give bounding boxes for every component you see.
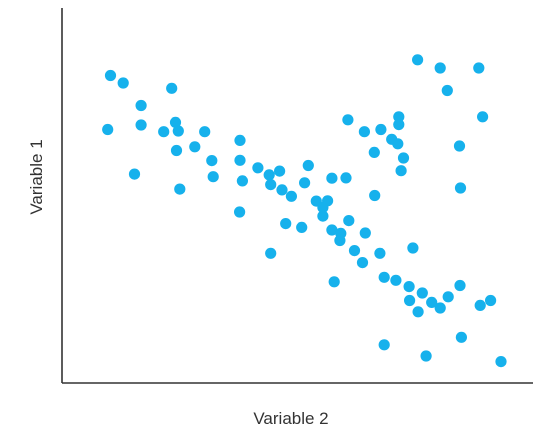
data-point-69 — [403, 281, 415, 293]
data-point-64 — [477, 111, 489, 123]
data-point-12 — [199, 126, 211, 138]
data-point-81 — [474, 299, 486, 311]
data-point-58 — [407, 242, 419, 254]
data-point-66 — [454, 182, 467, 194]
data-point-15 — [174, 183, 186, 195]
data-point-43 — [265, 247, 277, 259]
data-point-28 — [234, 206, 246, 218]
data-point-52 — [393, 119, 405, 131]
data-point-36 — [296, 221, 308, 233]
data-point-40 — [334, 234, 346, 247]
data-point-4 — [102, 123, 114, 136]
axes — [61, 8, 533, 384]
data-point-39 — [348, 245, 361, 257]
data-point-21 — [263, 169, 275, 181]
data-point-37 — [326, 224, 338, 236]
data-point-2 — [117, 77, 129, 89]
data-point-23 — [276, 184, 288, 196]
data-point-1 — [104, 69, 117, 82]
data-point-79 — [455, 331, 467, 343]
data-point-65 — [453, 140, 466, 152]
data-point-55 — [395, 165, 407, 177]
data-point-80 — [495, 356, 507, 368]
data-point-18 — [234, 154, 246, 166]
data-point-48 — [358, 126, 370, 138]
data-point-8 — [169, 116, 182, 128]
data-point-7 — [166, 82, 178, 94]
data-point-35 — [280, 218, 292, 230]
x-axis-label: Variable 2 — [253, 409, 328, 428]
data-point-10 — [170, 144, 183, 157]
data-point-76 — [434, 302, 446, 314]
data-point-78 — [420, 350, 432, 362]
data-point-32 — [340, 172, 352, 184]
data-point-27 — [265, 179, 277, 191]
data-point-53 — [392, 138, 404, 150]
data-point-63 — [473, 62, 485, 74]
data-point-25 — [299, 177, 311, 189]
data-point-6 — [158, 126, 170, 138]
data-point-41 — [343, 215, 355, 227]
data-point-46 — [374, 247, 386, 259]
data-point-42 — [359, 227, 371, 239]
data-point-44 — [328, 276, 340, 288]
data-point-31 — [326, 172, 338, 184]
data-point-70 — [416, 287, 428, 299]
data-point-26 — [302, 159, 314, 172]
data-point-56 — [369, 189, 381, 202]
data-point-61 — [434, 62, 446, 74]
data-point-11 — [189, 141, 201, 153]
data-point-24 — [285, 190, 297, 202]
data-point-17 — [234, 134, 246, 146]
data-point-57 — [397, 152, 410, 164]
data-point-47 — [342, 114, 354, 126]
data-point-77 — [378, 339, 390, 351]
data-point-67 — [378, 271, 390, 283]
data-point-3 — [135, 99, 147, 112]
data-points — [102, 54, 507, 368]
data-point-75 — [412, 306, 424, 318]
data-point-68 — [390, 274, 402, 286]
data-point-59 — [404, 294, 416, 307]
data-point-22 — [274, 165, 286, 177]
data-point-16 — [207, 171, 219, 183]
data-point-49 — [368, 146, 380, 158]
y-axis-label: Variable 1 — [27, 139, 46, 214]
data-point-20 — [252, 162, 264, 174]
data-point-50 — [375, 123, 387, 136]
data-point-33 — [317, 201, 329, 214]
data-point-45 — [356, 257, 369, 269]
data-point-73 — [454, 279, 466, 292]
data-point-34 — [317, 210, 329, 222]
data-point-14 — [128, 168, 141, 180]
data-point-74 — [485, 294, 497, 307]
data-point-62 — [441, 84, 453, 97]
data-point-5 — [135, 119, 147, 131]
data-point-19 — [236, 175, 248, 187]
data-point-13 — [206, 155, 218, 167]
data-point-9 — [172, 125, 184, 137]
data-point-60 — [412, 54, 424, 66]
data-point-54 — [393, 111, 405, 123]
data-point-71 — [426, 296, 438, 308]
data-point-72 — [442, 291, 454, 303]
